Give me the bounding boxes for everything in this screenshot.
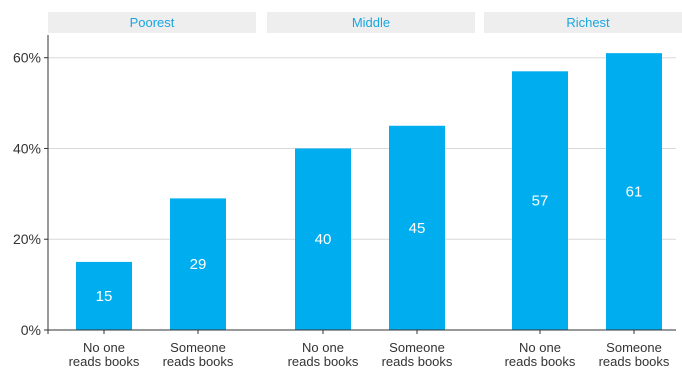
x-tick-label: Someone reads books <box>163 340 234 369</box>
y-tick-label: 40% <box>13 140 41 156</box>
y-tick-label: 60% <box>13 50 41 66</box>
x-tick-label-line: reads books <box>163 354 234 369</box>
x-tick-label: No one reads books <box>288 340 359 369</box>
x-tick-label-line: Someone <box>389 340 445 355</box>
x-tick-label-line: reads books <box>599 354 670 369</box>
panel-strip <box>48 12 256 33</box>
x-tick-label-line: Someone <box>170 340 226 355</box>
bar <box>170 198 226 330</box>
x-tick-label-line: No one <box>519 340 561 355</box>
x-tick-label-line: No one <box>302 340 344 355</box>
x-tick-label-line: reads books <box>288 354 359 369</box>
bar-value-label: 45 <box>409 220 426 237</box>
x-tick-label: Someone reads books <box>382 340 453 369</box>
bar <box>76 261 132 330</box>
x-tick-label-line: Someone <box>606 340 662 355</box>
bar <box>295 148 351 330</box>
x-tick-label: No one reads books <box>69 340 140 369</box>
bar-value-label: 40 <box>315 231 332 248</box>
bar-value-label: 57 <box>532 193 549 210</box>
x-tick-label-line: No one <box>83 340 125 355</box>
x-tick-label: Someone reads books <box>599 340 670 369</box>
bar-value-label: 29 <box>190 256 207 273</box>
bar-value-label: 61 <box>626 184 643 201</box>
panel-strip <box>267 12 475 33</box>
bar <box>606 53 662 331</box>
y-tick-label: 0% <box>21 322 41 338</box>
bar <box>389 125 445 331</box>
bar-value-label: 15 <box>96 288 113 305</box>
x-tick-label-line: reads books <box>505 354 576 369</box>
panel-title: Poorest <box>130 15 175 30</box>
bar <box>512 71 568 331</box>
y-tick-label: 20% <box>13 231 41 247</box>
panel-title: Middle <box>352 15 390 30</box>
x-tick-label-line: reads books <box>69 354 140 369</box>
panel-title: Richest <box>566 15 610 30</box>
x-tick-label-line: reads books <box>382 354 453 369</box>
panel-strip <box>484 12 682 33</box>
x-tick-label: No one reads books <box>505 340 576 369</box>
